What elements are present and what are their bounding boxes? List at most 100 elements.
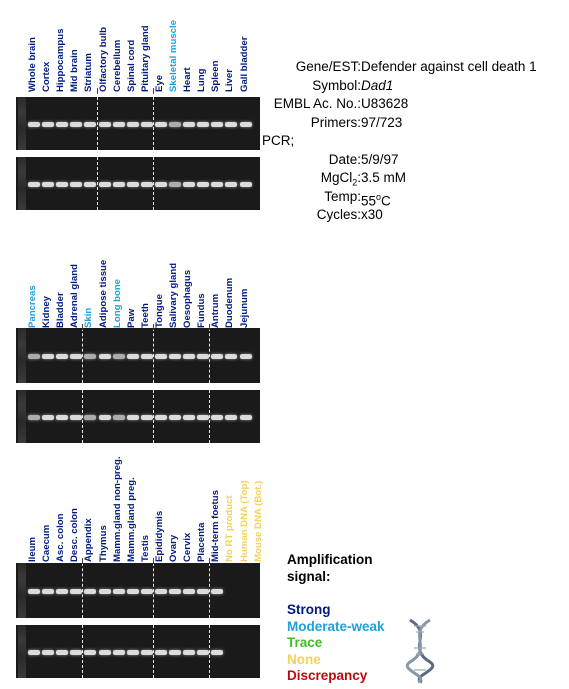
lane-divider — [82, 390, 84, 443]
tissue-panel-3: Ileum Caecum Asc. colon Desc. colon Appendix… — [0, 456, 265, 686]
gel-band — [169, 414, 181, 420]
lane-divider-gap — [152, 88, 154, 94]
gel-band — [197, 121, 210, 127]
gel-band — [84, 181, 97, 187]
legend-discrepancy: Discrepancy — [287, 668, 368, 683]
lane-divider — [152, 157, 154, 210]
gel-band — [154, 181, 167, 187]
info-key: Date: — [328, 151, 361, 167]
gel-band — [84, 588, 97, 594]
gel-band — [239, 181, 252, 187]
gel-band — [169, 181, 181, 187]
info-key: PCR; — [262, 133, 295, 148]
lane-divider — [82, 563, 84, 618]
lane-divider — [209, 563, 211, 618]
lane-label: Adrenal gland — [69, 264, 81, 328]
lane-divider — [96, 97, 98, 150]
gel-band — [42, 181, 55, 187]
gel-band — [28, 353, 40, 359]
legend-moderate: Moderate-weak — [287, 618, 385, 634]
legend-title: Amplification signal: — [287, 552, 373, 584]
lane-label: Asc. colon — [55, 513, 67, 562]
gel-band — [154, 414, 167, 420]
ladder-lane — [18, 625, 26, 678]
gel-band — [126, 121, 139, 127]
gel-band — [70, 121, 83, 127]
gel-band — [70, 414, 83, 420]
legend-none: None — [287, 651, 321, 667]
lane-label: Duodenum — [224, 277, 236, 328]
gel-band — [169, 121, 181, 127]
gel-band — [98, 121, 111, 127]
info-value: U83628 — [361, 96, 409, 111]
dna-helix-icon — [402, 618, 438, 684]
lane-divider-gap — [209, 558, 211, 564]
gel-band — [42, 353, 55, 359]
gel-band — [98, 588, 111, 594]
gel-band — [154, 649, 167, 655]
gel-image-top-1 — [16, 97, 260, 150]
gel-band — [42, 121, 55, 127]
lane-label: Epididymis — [153, 510, 165, 562]
legend-trace: Trace — [287, 635, 323, 650]
info-key: Gene/EST: — [295, 59, 361, 74]
gel-band — [197, 181, 210, 187]
gel-band — [56, 588, 69, 594]
gel-band — [225, 181, 238, 187]
info-value: 55oC — [361, 191, 391, 209]
lane-label: Mouse DNA (Bot.) — [252, 480, 264, 562]
gel-band — [28, 121, 40, 127]
gel-band — [28, 414, 40, 420]
lane-label: Caecum — [41, 524, 53, 562]
lane-label: Fundus — [196, 293, 208, 328]
gel-band — [126, 353, 139, 359]
lane-label: Bladder — [55, 292, 67, 328]
gel-band — [211, 414, 224, 420]
gel-band — [56, 649, 69, 655]
gel-band — [126, 649, 139, 655]
lane-label: Human DNA (Top) — [238, 480, 250, 562]
gel-band — [183, 588, 196, 594]
lane-label: Paw — [125, 308, 137, 328]
gel-band — [56, 353, 69, 359]
gel-band — [28, 181, 40, 187]
gel-band — [154, 353, 167, 359]
gel-image-top-3 — [16, 563, 260, 618]
gel-band — [126, 181, 139, 187]
gel-image-bottom-1 — [16, 157, 260, 210]
gel-band — [98, 181, 111, 187]
gel-image-bottom-3 — [16, 625, 260, 678]
gel-band — [183, 649, 196, 655]
lane-divider-gap — [82, 558, 84, 564]
lane-divider — [82, 328, 84, 383]
gel-band — [84, 353, 97, 359]
tissue-panel-2: Pancreas Kidney Bladder Adrenal gland Skin Ad… — [0, 245, 265, 460]
gel-band — [197, 649, 210, 655]
lane-label: Adipose tissue — [97, 259, 109, 328]
lane-divider — [96, 157, 98, 210]
lane-label: Teeth — [139, 303, 151, 328]
ladder-lane — [18, 390, 26, 443]
gel-band — [169, 588, 181, 594]
lane-label: Long bone — [111, 278, 123, 328]
legend-strong: Strong — [287, 602, 331, 617]
gel-band — [42, 649, 55, 655]
lane-label: No RT product — [224, 495, 236, 562]
gel-image-bottom-2 — [16, 390, 260, 443]
gel-band — [183, 121, 196, 127]
ladder-lane — [18, 157, 26, 210]
gel-band — [169, 649, 181, 655]
lane-divider — [209, 390, 211, 443]
gel-image-top-2 — [16, 328, 260, 383]
gel-band — [112, 414, 125, 420]
gel-band — [211, 649, 224, 655]
gel-band — [126, 588, 139, 594]
gel-band — [70, 588, 83, 594]
lane-label: Ileum — [27, 536, 38, 562]
gel-band — [239, 121, 252, 127]
lane-divider — [152, 328, 154, 383]
gel-band — [154, 588, 167, 594]
tissue-panel-1: Whole brain Cortex Hippocampus Mid brain Str… — [0, 0, 265, 215]
gel-band — [239, 414, 252, 420]
gel-band — [211, 588, 224, 594]
